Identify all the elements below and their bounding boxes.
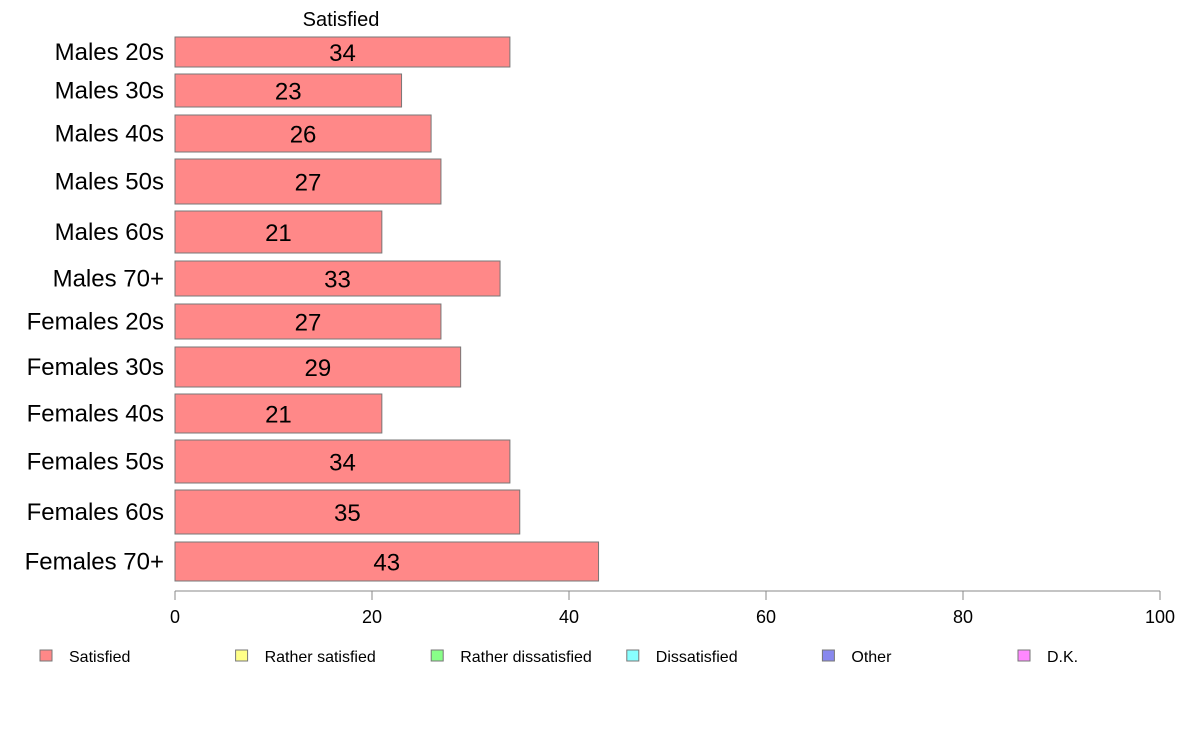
bar xyxy=(174,36,511,68)
bars xyxy=(174,36,600,582)
bar xyxy=(174,541,600,582)
category-label: Males 60s xyxy=(55,219,164,246)
x-tick-label: 20 xyxy=(362,607,382,627)
category-label: Females 40s xyxy=(27,401,164,428)
value-label: 26 xyxy=(290,122,317,149)
bar xyxy=(174,303,442,340)
value-label: 35 xyxy=(334,500,361,527)
value-label: 34 xyxy=(329,450,356,477)
category-label: Females 30s xyxy=(27,354,164,381)
value-label: 34 xyxy=(329,40,356,67)
legend-swatch xyxy=(235,649,249,662)
value-label: 43 xyxy=(373,550,400,577)
legend-label: Dissatisfied xyxy=(656,649,738,666)
legend-swatch xyxy=(821,649,835,662)
category-label: Females 20s xyxy=(27,309,164,336)
value-label: 23 xyxy=(275,79,302,106)
value-label: 21 xyxy=(265,402,292,429)
category-label: Males 70+ xyxy=(53,266,164,293)
bar xyxy=(174,210,383,254)
x-tick-label: 100 xyxy=(1145,607,1175,627)
category-labels: Males 20s Males 30s Males 40s Males 50s Male… xyxy=(25,39,164,576)
legend-label: Other xyxy=(851,649,892,666)
value-label: 27 xyxy=(295,310,322,337)
bar xyxy=(174,73,403,108)
series-title: Satisfied xyxy=(303,9,380,31)
bar xyxy=(174,346,462,388)
category-label: Males 20s xyxy=(55,39,164,66)
legend-label: D.K. xyxy=(1047,649,1078,666)
legend-swatch xyxy=(39,649,53,662)
category-label: Males 50s xyxy=(55,169,164,196)
bar xyxy=(174,439,511,484)
x-axis: 0 20 40 60 80 100 xyxy=(170,590,1175,627)
x-tick-label: 0 xyxy=(170,607,180,627)
legend: Satisfied Rather satisfied Rather dissatis… xyxy=(39,649,1078,666)
category-label: Females 70+ xyxy=(25,549,164,576)
category-label: Males 30s xyxy=(55,78,164,105)
legend-swatch xyxy=(1017,649,1031,662)
legend-label: Rather dissatisfied xyxy=(460,649,592,666)
bar xyxy=(174,489,521,535)
value-label: 21 xyxy=(265,220,292,247)
legend-label: Satisfied xyxy=(69,649,130,666)
legend-swatch xyxy=(430,649,444,662)
bar xyxy=(174,260,501,297)
x-tick-label: 80 xyxy=(953,607,973,627)
bar xyxy=(174,158,442,205)
x-tick-label: 40 xyxy=(559,607,579,627)
value-label: 33 xyxy=(324,267,351,294)
category-label: Males 40s xyxy=(55,121,164,148)
category-label: Females 50s xyxy=(27,449,164,476)
bar xyxy=(174,114,432,153)
legend-label: Rather satisfied xyxy=(265,649,376,666)
value-label: 27 xyxy=(295,170,322,197)
value-label: 29 xyxy=(304,355,331,382)
x-tick-label: 60 xyxy=(756,607,776,627)
category-label: Females 60s xyxy=(27,499,164,526)
legend-swatch xyxy=(626,649,640,662)
bar xyxy=(174,393,383,434)
